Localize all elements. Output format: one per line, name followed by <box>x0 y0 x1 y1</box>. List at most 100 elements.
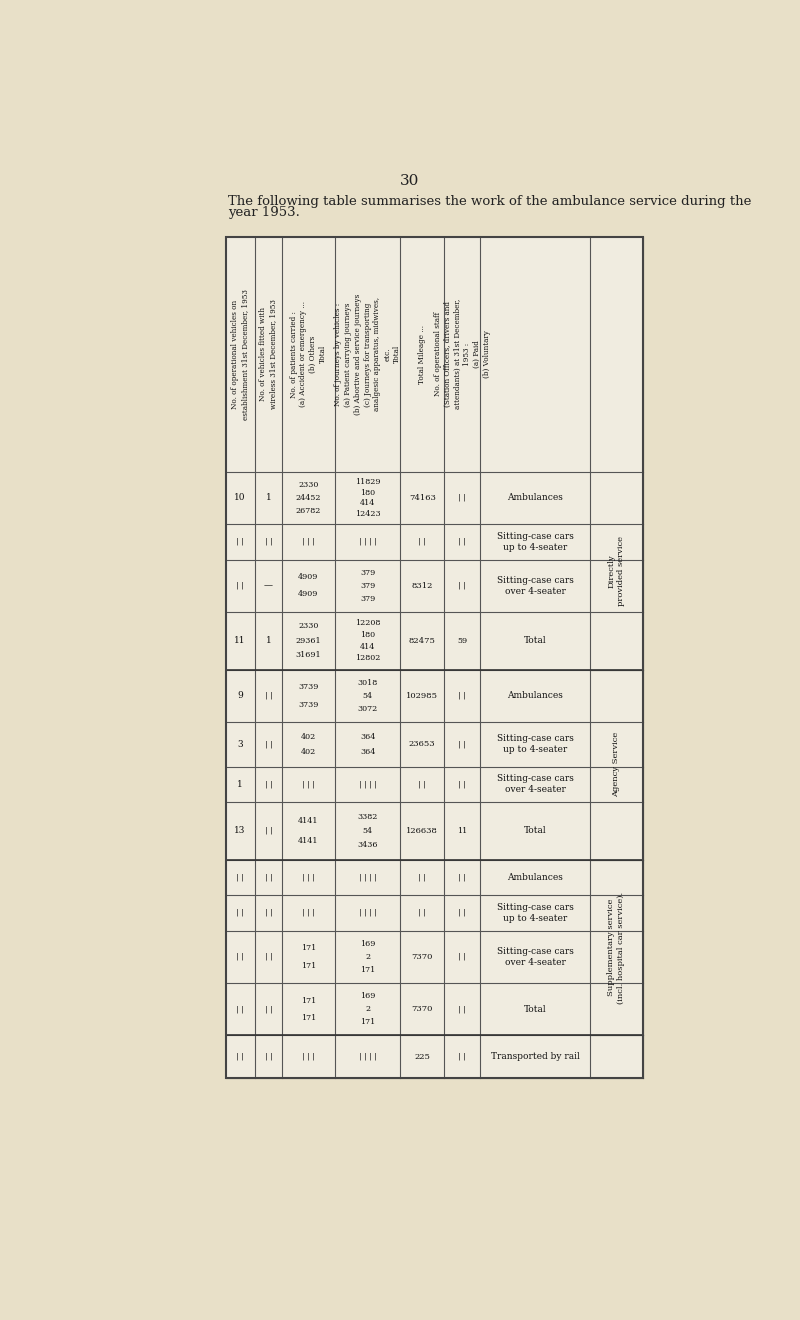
Text: | |: | | <box>265 780 272 788</box>
Text: 3739: 3739 <box>298 701 318 709</box>
Text: 364: 364 <box>360 748 375 756</box>
Text: 7370: 7370 <box>411 953 433 961</box>
Text: Sitting-case cars
over 4-seater: Sitting-case cars over 4-seater <box>497 576 574 595</box>
Text: | |: | | <box>265 828 272 836</box>
Text: 11: 11 <box>457 828 467 836</box>
Text: | |: | | <box>458 537 466 546</box>
Text: | |: | | <box>458 780 466 788</box>
Text: 364: 364 <box>360 733 375 741</box>
Text: 402: 402 <box>301 748 316 756</box>
Text: 2330: 2330 <box>298 480 318 488</box>
Text: Sitting-case cars
up to 4-seater: Sitting-case cars up to 4-seater <box>497 903 574 923</box>
Text: | | | |: | | | | <box>358 1052 376 1060</box>
Text: 180: 180 <box>360 631 375 639</box>
Text: 9: 9 <box>238 692 243 701</box>
Text: Sitting-case cars
up to 4-seater: Sitting-case cars up to 4-seater <box>497 532 574 552</box>
Text: 379: 379 <box>360 582 375 590</box>
Text: Sitting-case cars
over 4-seater: Sitting-case cars over 4-seater <box>497 775 574 795</box>
Text: | | |: | | | <box>302 909 314 917</box>
Text: 180: 180 <box>360 488 375 496</box>
Bar <box>226 238 642 1077</box>
Text: | |: | | <box>236 909 244 917</box>
Text: | | |: | | | <box>302 537 314 546</box>
Text: 2: 2 <box>365 1006 370 1014</box>
Text: Total Mileage ...: Total Mileage ... <box>418 325 426 384</box>
Text: No. of journeys by vehicles :
(a) Patient carrying journeys
(b) Abortive and ser: No. of journeys by vehicles : (a) Patien… <box>334 294 401 414</box>
Text: No. of patients carried :
(a) Accident or emergency ...
(b) Others
Total: No. of patients carried : (a) Accident o… <box>290 301 327 408</box>
Text: 4141: 4141 <box>298 837 318 845</box>
Text: 225: 225 <box>414 1052 430 1060</box>
Text: 11829: 11829 <box>355 478 380 486</box>
Text: | |: | | <box>265 1052 272 1060</box>
Text: 3018: 3018 <box>358 678 378 686</box>
Text: | |: | | <box>458 874 466 882</box>
Text: 171: 171 <box>360 1018 375 1027</box>
Text: 3382: 3382 <box>358 813 378 821</box>
Text: 414: 414 <box>360 643 375 651</box>
Text: | |: | | <box>418 537 426 546</box>
Text: 10: 10 <box>234 494 246 503</box>
Text: Sitting-case cars
over 4-seater: Sitting-case cars over 4-seater <box>497 946 574 968</box>
Text: | | | |: | | | | <box>358 537 376 546</box>
Text: 171: 171 <box>301 997 316 1005</box>
Text: 31691: 31691 <box>295 651 322 659</box>
Text: | |: | | <box>458 909 466 917</box>
Text: 54: 54 <box>362 828 373 836</box>
Text: 2: 2 <box>365 953 370 961</box>
Text: 12423: 12423 <box>354 510 380 517</box>
Text: 171: 171 <box>301 1014 316 1022</box>
Text: 13: 13 <box>234 826 246 836</box>
Text: 1: 1 <box>266 636 271 645</box>
Text: Ambulances: Ambulances <box>507 873 563 882</box>
Text: 54: 54 <box>362 692 373 700</box>
Text: | |: | | <box>265 537 272 546</box>
Text: Supplementary service
(incl. hospital car service).: Supplementary service (incl. hospital ca… <box>607 891 625 1003</box>
Text: 4909: 4909 <box>298 590 318 598</box>
Text: 30: 30 <box>400 174 420 187</box>
Text: 379: 379 <box>360 569 375 577</box>
Text: 26782: 26782 <box>296 507 321 515</box>
Text: 3: 3 <box>238 741 243 748</box>
Text: Sitting-case cars
up to 4-seater: Sitting-case cars up to 4-seater <box>497 734 574 755</box>
Text: | |: | | <box>265 909 272 917</box>
Text: 1: 1 <box>238 780 243 789</box>
Text: | |: | | <box>236 582 244 590</box>
Text: | | | |: | | | | <box>358 780 376 788</box>
Text: 102985: 102985 <box>406 692 438 700</box>
Text: | |: | | <box>418 909 426 917</box>
Text: | |: | | <box>458 741 466 748</box>
Text: | |: | | <box>265 692 272 700</box>
Text: | |: | | <box>265 874 272 882</box>
Text: | |: | | <box>236 874 244 882</box>
Text: | |: | | <box>458 953 466 961</box>
Text: 171: 171 <box>301 944 316 952</box>
Text: 29361: 29361 <box>295 636 322 644</box>
Text: 171: 171 <box>360 966 375 974</box>
Text: | | | |: | | | | <box>358 874 376 882</box>
Text: 7370: 7370 <box>411 1006 433 1014</box>
Text: | |: | | <box>236 1052 244 1060</box>
Text: | |: | | <box>265 953 272 961</box>
Text: 2330: 2330 <box>298 622 318 631</box>
Text: | |: | | <box>458 582 466 590</box>
Text: The following table summarises the work of the ambulance service during the: The following table summarises the work … <box>228 195 751 209</box>
Text: 24452: 24452 <box>296 494 321 502</box>
Text: —: — <box>264 581 273 590</box>
Text: 3436: 3436 <box>358 841 378 850</box>
Text: year 1953.: year 1953. <box>228 206 300 219</box>
Text: | |: | | <box>458 494 466 502</box>
Text: 12802: 12802 <box>355 655 380 663</box>
Text: 23653: 23653 <box>409 741 435 748</box>
Text: | |: | | <box>458 1006 466 1014</box>
Text: | |: | | <box>458 1052 466 1060</box>
Text: 379: 379 <box>360 595 375 603</box>
Text: | |: | | <box>418 874 426 882</box>
Text: | | |: | | | <box>302 874 314 882</box>
Text: | |: | | <box>236 537 244 546</box>
Text: | |: | | <box>458 692 466 700</box>
Text: 402: 402 <box>301 733 316 741</box>
Text: | | |: | | | <box>302 780 314 788</box>
Text: 3739: 3739 <box>298 684 318 692</box>
Text: 126638: 126638 <box>406 828 438 836</box>
Text: 4141: 4141 <box>298 817 318 825</box>
